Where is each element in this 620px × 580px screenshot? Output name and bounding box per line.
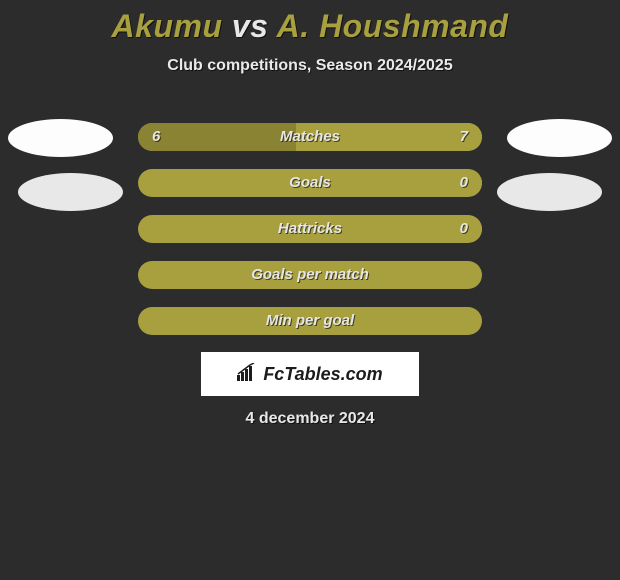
- avatar-right-1: [507, 119, 612, 157]
- bar-label: Goals per match: [138, 261, 482, 289]
- chart-icon: [237, 363, 257, 386]
- stat-bar: Min per goal: [138, 307, 482, 335]
- bar-fill-right: [296, 123, 482, 151]
- bar-value-right: 0: [460, 169, 468, 197]
- logo-box[interactable]: FcTables.com: [201, 352, 419, 396]
- avatar-left-1: [8, 119, 113, 157]
- bar-value-right: 7: [460, 123, 468, 151]
- date-text: 4 december 2024: [0, 410, 620, 428]
- stat-bar: Goals per match: [138, 261, 482, 289]
- root: Akumu vs A. Houshmand Club competitions,…: [0, 0, 620, 580]
- logo-text: FcTables.com: [263, 364, 382, 385]
- avatar-right-2: [497, 173, 602, 211]
- bar-fill-right: [472, 215, 482, 243]
- title-mid: vs: [232, 8, 269, 44]
- bar-fill-right: [472, 169, 482, 197]
- title-right: A. Houshmand: [277, 8, 509, 44]
- subtitle: Club competitions, Season 2024/2025: [0, 57, 620, 75]
- page-title: Akumu vs A. Houshmand: [0, 0, 620, 45]
- stat-bar: Hattricks0: [138, 215, 482, 243]
- avatar-left-2: [18, 173, 123, 211]
- bar-label: Hattricks: [138, 215, 482, 243]
- bar-label: Goals: [138, 169, 482, 197]
- bar-label: Min per goal: [138, 307, 482, 335]
- title-left: Akumu: [112, 8, 223, 44]
- stat-bar: Goals0: [138, 169, 482, 197]
- comparison-bars: Matches67Goals0Hattricks0Goals per match…: [138, 123, 482, 353]
- bar-value-right: 0: [460, 215, 468, 243]
- bar-value-left: 6: [152, 123, 160, 151]
- stat-bar: Matches67: [138, 123, 482, 151]
- bar-fill-left: [138, 123, 296, 151]
